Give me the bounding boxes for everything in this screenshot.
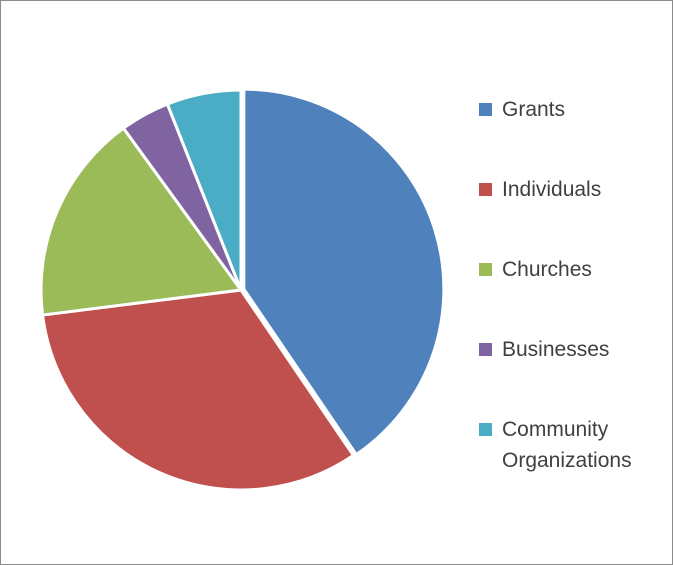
legend-label: Businesses [502,338,610,361]
legend-label: Individuals [502,178,602,201]
legend-item-individuals: Individuals [479,174,669,254]
pie-slice-1 [41,288,355,492]
pie-slice-0 [242,87,446,457]
pie-slice-2 [39,126,243,317]
legend: Grants Individuals Churches Businesses C… [479,94,669,494]
legend-swatch [479,263,492,276]
legend-label: Grants [502,98,566,121]
legend-item-community-organizations: Community Organizations [479,414,669,494]
legend-label: Community Organizations [502,418,632,472]
legend-swatch [479,423,492,436]
pie-slice-4 [165,88,243,292]
legend-swatch [479,343,492,356]
legend-item-grants: Grants [479,94,669,174]
legend-swatch [479,103,492,116]
legend-item-churches: Churches [479,254,669,334]
legend-item-businesses: Businesses [479,334,669,414]
legend-label: Churches [502,258,592,281]
legend-swatch [479,183,492,196]
